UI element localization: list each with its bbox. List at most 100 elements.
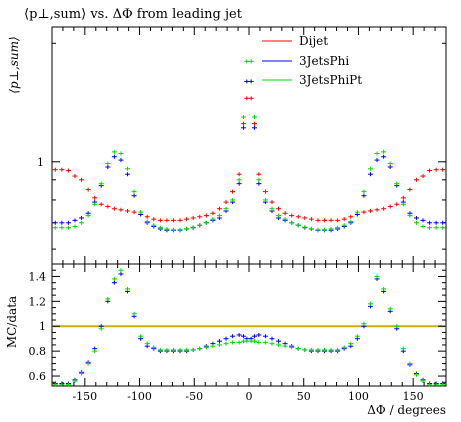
- marker-3jetsphipt: [433, 225, 439, 230]
- ratio-marker-3jetsphipt: [85, 361, 91, 366]
- marker-dijet: [407, 187, 413, 192]
- marker-dijet: [427, 168, 433, 173]
- ratio-marker-3jetsphipt: [348, 341, 354, 346]
- x-tick-label: 100: [348, 390, 369, 403]
- ratio-panel: MC/data 0.6 0.8 1 1.2 1.4 -150 -100 -50 0 50 100 15…: [5, 263, 447, 417]
- ratio-marker-3jetsphipt: [282, 344, 288, 349]
- ratio-marker-3jetsphipt: [65, 382, 71, 387]
- ratio-marker-3jetsphipt: [244, 339, 250, 344]
- ratio-marker-3jetsphipt: [335, 347, 341, 352]
- marker-dijet: [118, 207, 124, 212]
- marker-dijet: [295, 214, 301, 219]
- marker-dijet: [190, 215, 196, 220]
- marker-dijet: [52, 167, 58, 172]
- ratio-marker-3jetsphipt: [256, 340, 262, 345]
- ratio-marker-3jetsphipt: [177, 347, 183, 352]
- marker-3jetsphi: [248, 79, 254, 84]
- marker-3jetsphipt: [387, 161, 393, 166]
- marker-3jetsphi: [256, 181, 262, 186]
- ratio-marker-3jetsphipt: [341, 345, 347, 350]
- ratio-marker-3jetsphipt: [289, 345, 295, 350]
- marker-dijet: [216, 206, 222, 211]
- ratio-marker-3jetsphipt: [308, 347, 314, 352]
- marker-3jetsphipt: [216, 213, 222, 218]
- marker-dijet: [203, 213, 209, 218]
- marker-3jetsphi: [433, 220, 439, 225]
- ratio-axis-ticks: 0.6 0.8 1 1.2 1.4 -150 -100 -50 0 50 100 150: [29, 264, 446, 403]
- main-panel: ⟨p⊥,sum⟩ vs. ΔΦ from leading jet ⟨p⊥,sum…: [7, 7, 447, 265]
- marker-dijet: [308, 217, 314, 222]
- marker-3jetsphipt: [262, 197, 268, 202]
- ratio-marker-3jetsphipt: [131, 311, 137, 316]
- ratio-marker-3jetsphi: [241, 334, 247, 339]
- marker-3jetsphipt: [98, 181, 104, 186]
- marker-3jetsphi: [381, 154, 387, 159]
- marker-3jetsphipt: [230, 197, 236, 202]
- ratio-marker-3jetsphipt: [184, 347, 190, 352]
- marker-3jetsphipt: [157, 225, 163, 230]
- marker-3jetsphipt: [236, 177, 242, 182]
- ratio-marker-3jetsphipt: [170, 347, 176, 352]
- marker-3jetsphipt: [170, 227, 176, 232]
- marker-3jetsphipt: [374, 151, 380, 156]
- marker-dijet: [282, 211, 288, 216]
- marker-3jetsphipt: [427, 225, 433, 230]
- main-y-tick-label: 1: [37, 156, 44, 169]
- marker-3jetsphipt: [92, 202, 98, 207]
- marker-3jetsphipt: [52, 225, 58, 230]
- marker-dijet: [177, 218, 183, 223]
- marker-3jetsphipt: [131, 189, 137, 194]
- marker-dijet: [262, 189, 268, 194]
- marker-3jetsphipt: [251, 114, 257, 119]
- marker-dijet: [210, 211, 216, 216]
- ratio-marker-3jetsphipt: [387, 306, 393, 311]
- marker-3jetsphipt: [328, 226, 334, 231]
- marker-3jetsphi: [131, 193, 137, 198]
- ratio-marker-3jetsphipt: [236, 340, 242, 345]
- marker-dijet: [440, 167, 446, 172]
- marker-3jetsphi: [440, 220, 446, 225]
- marker-dijet: [223, 200, 229, 205]
- marker-dijet: [387, 204, 393, 209]
- marker-3jetsphipt: [335, 225, 341, 230]
- ratio-marker-3jetsphipt: [151, 345, 157, 350]
- marker-3jetsphipt: [289, 220, 295, 225]
- marker-dijet: [98, 202, 104, 207]
- ratio-marker-3jetsphipt: [157, 347, 163, 352]
- ratio-marker-3jetsphipt: [394, 324, 400, 329]
- marker-dijet: [125, 208, 131, 213]
- main-data-points: [52, 59, 446, 233]
- ratio-marker-3jetsphipt: [230, 340, 236, 345]
- x-tick-label: 0: [246, 390, 253, 403]
- ratio-marker-3jetsphipt: [440, 382, 446, 387]
- ratio-marker-3jetsphipt: [52, 382, 58, 387]
- x-axis-label: ΔΦ / degrees: [367, 403, 446, 417]
- ratio-marker-3jetsphipt: [203, 345, 209, 350]
- ratio-marker-3jetsphipt: [407, 361, 413, 366]
- ratio-marker-3jetsphipt: [361, 321, 367, 326]
- marker-3jetsphipt: [276, 213, 282, 218]
- ratio-marker-3jetsphipt: [111, 276, 117, 281]
- marker-3jetsphi: [244, 79, 250, 84]
- marker-dijet: [335, 218, 341, 223]
- ratio-marker-3jetsphipt: [262, 340, 268, 345]
- ratio-marker-3jetsphipt: [223, 341, 229, 346]
- ratio-marker-3jetsphipt: [420, 379, 426, 384]
- marker-3jetsphi: [111, 154, 117, 159]
- marker-3jetsphipt: [407, 213, 413, 218]
- marker-dijet: [92, 195, 98, 200]
- marker-3jetsphi: [52, 220, 58, 225]
- marker-3jetsphipt: [367, 166, 373, 171]
- marker-3jetsphipt: [302, 225, 308, 230]
- marker-3jetsphi: [72, 218, 78, 223]
- ratio-marker-3jetsphipt: [276, 342, 282, 347]
- ratio-marker-3jetsphi: [251, 334, 257, 339]
- ratio-marker-3jetsphi: [223, 336, 229, 341]
- ratio-marker-3jetsphipt: [98, 326, 104, 331]
- marker-dijet: [420, 174, 426, 179]
- marker-3jetsphipt: [354, 210, 360, 215]
- marker-3jetsphipt: [144, 219, 150, 224]
- x-tick-label: -100: [127, 390, 152, 403]
- chart-title: ⟨p⊥,sum⟩ vs. ΔΦ from leading jet: [24, 7, 243, 22]
- marker-3jetsphi: [65, 220, 71, 225]
